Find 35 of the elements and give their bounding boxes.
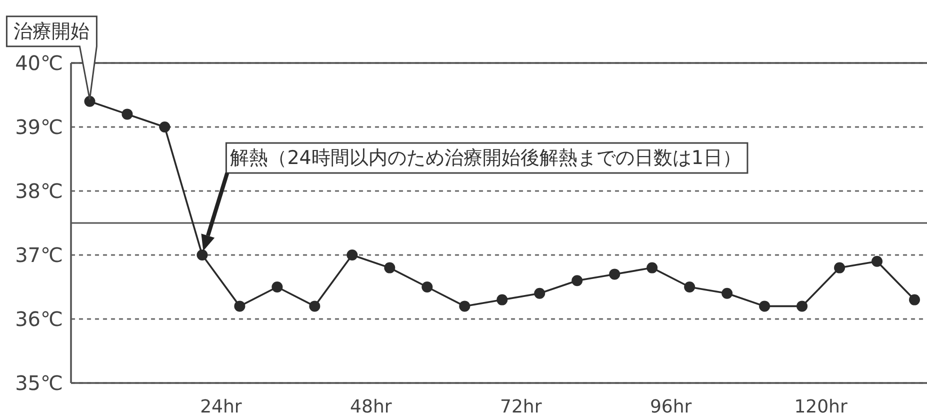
annotation: 解熱（24時間以内のため治療開始後解熱までの日数は1日）: [230, 147, 742, 169]
y-tick-label: 39℃: [15, 115, 63, 139]
x-tick-label: 72hr: [500, 396, 542, 418]
point: [646, 262, 658, 274]
point: [159, 122, 170, 132]
y-tick-label: 37℃: [15, 243, 63, 267]
point: [346, 250, 358, 260]
point: [422, 282, 433, 292]
point: [459, 300, 470, 312]
x-tick-label: 48hr: [350, 396, 392, 418]
y-tick-label: 35℃: [15, 371, 63, 395]
y-tick-label: 38℃: [15, 179, 63, 203]
point: [834, 262, 846, 274]
point: [309, 300, 320, 312]
point: [872, 256, 883, 267]
point: [684, 282, 696, 292]
point: [122, 108, 133, 120]
point: [796, 300, 808, 312]
y-tick-label: 36℃: [15, 307, 63, 331]
point: [609, 268, 620, 280]
point: [572, 275, 583, 286]
x-tick-label: 96hr: [650, 396, 692, 418]
point: [384, 262, 396, 274]
point: [272, 282, 283, 292]
point: [84, 96, 96, 107]
x-tick-label: 24hr: [200, 396, 242, 418]
point: [722, 288, 733, 299]
point: [534, 288, 546, 299]
y-tick-label: 40℃: [15, 51, 63, 75]
point: [496, 294, 508, 306]
point: [196, 250, 208, 260]
point: [759, 300, 770, 312]
x-tick-label: 120hr: [794, 396, 848, 418]
point: [909, 294, 920, 306]
point: [234, 300, 246, 312]
